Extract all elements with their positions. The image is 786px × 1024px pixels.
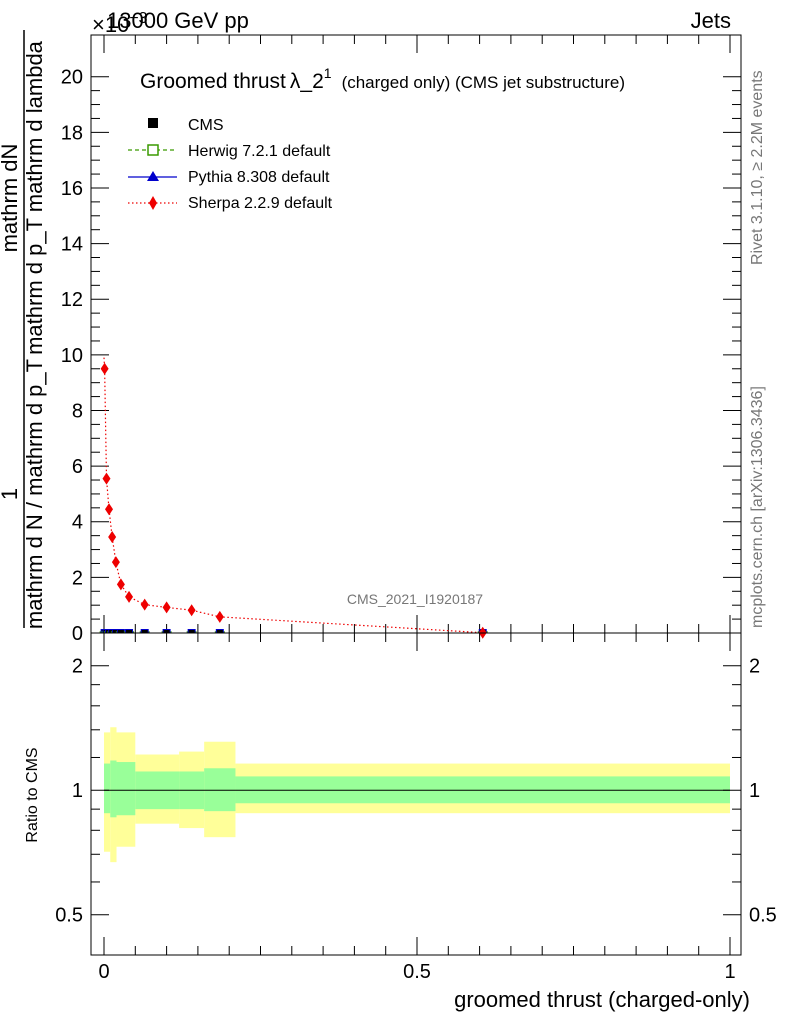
legend-herwig-marker xyxy=(147,144,159,156)
legend-entry-pythia: Pythia 8.308 default xyxy=(128,169,330,186)
sherpa-point xyxy=(162,601,171,614)
header-energy: 13000 GeV pp xyxy=(107,8,249,33)
ratio-xtick-label: 0.5 xyxy=(403,961,431,983)
main-ytick-label: 8 xyxy=(72,400,83,422)
legend-title: Groomed thrust λ_21 (charged only) (CMS je… xyxy=(140,65,625,93)
ratio-ytick-label-right: 2 xyxy=(749,656,760,678)
ratio-xtick-label: 0 xyxy=(98,961,109,983)
legend-sherpa-marker xyxy=(149,196,157,210)
ylabel-denominator: mathrm d p_T mathrm d lambda xyxy=(22,40,47,355)
legend-cms-marker xyxy=(148,118,158,128)
cms-point xyxy=(216,630,223,633)
main-ytick-label: 12 xyxy=(61,289,83,311)
cms-point xyxy=(117,630,124,633)
sherpa-point xyxy=(111,556,120,569)
ratio-inner-band xyxy=(116,762,136,816)
x-axis-label: groomed thrust (charged-only) xyxy=(454,987,750,1012)
ylabel-bottom: mathrm d N / mathrm d p_T xyxy=(22,359,47,629)
ratio-xtick-label: 1 xyxy=(724,961,735,983)
main-ytick-label: 18 xyxy=(61,122,83,144)
rivet-label: Rivet 3.1.10, ≥ 2.2M events xyxy=(749,70,766,265)
ratio-ytick-label-right: 0.5 xyxy=(749,905,777,927)
sherpa-point xyxy=(215,610,224,623)
cms-point xyxy=(126,630,133,633)
sherpa-point xyxy=(100,362,109,375)
header-jets: Jets xyxy=(691,8,731,33)
sherpa-point xyxy=(140,598,149,611)
cms-point xyxy=(188,630,195,633)
ratio-ytick-label: 0.5 xyxy=(55,905,83,927)
ratio-inner-band xyxy=(104,763,111,814)
sherpa-point xyxy=(105,503,114,516)
legend-pythia-marker xyxy=(147,171,159,181)
sherpa-point xyxy=(102,472,111,485)
legend-herwig-label: Herwig 7.2.1 default xyxy=(188,143,331,160)
legend-sherpa-label: Sherpa 2.2.9 default xyxy=(188,195,333,212)
ratio-ytick-label: 2 xyxy=(72,656,83,678)
main-ytick-label: 10 xyxy=(61,345,83,367)
ratio-ytick-label: 1 xyxy=(72,780,83,802)
sherpa-point xyxy=(116,578,125,591)
sherpa-point xyxy=(187,604,196,617)
main-ytick-label: 2 xyxy=(72,567,83,589)
sherpa-point xyxy=(108,531,117,544)
ratio-inner-band xyxy=(110,760,117,818)
ylabel-numerator: mathrm dN xyxy=(0,144,22,253)
main-ytick-label: 6 xyxy=(72,456,83,478)
ratio-frame xyxy=(90,632,742,956)
analysis-watermark: CMS_2021_I1920187 xyxy=(347,591,483,607)
legend: Groomed thrust λ_21 (charged only) (CMS je… xyxy=(128,65,625,212)
main-ytick-label: 4 xyxy=(72,512,83,534)
legend-entry-sherpa: Sherpa 2.2.9 default xyxy=(128,195,333,212)
ratio-ylabel: Ratio to CMS xyxy=(24,747,41,842)
legend-entry-cms: CMS xyxy=(148,117,224,134)
ratio-inner-band xyxy=(204,768,236,812)
cms-point xyxy=(163,630,170,633)
main-ticks: 0 2 4 6 8 10 12 14 16 18 20 xyxy=(61,35,741,645)
cms-point xyxy=(141,630,148,633)
legend-cms-label: CMS xyxy=(188,117,224,134)
ratio-panel: 0.5 0.5 1 1 2 2 0 0.5 1 xyxy=(55,632,777,983)
main-ytick-label: 14 xyxy=(61,234,83,256)
main-ytick-label: 16 xyxy=(61,178,83,200)
ratio-ytick-label-right: 1 xyxy=(749,780,760,802)
sherpa-point xyxy=(125,590,134,603)
main-panel: 0 2 4 6 8 10 12 14 16 18 20 xyxy=(61,34,742,645)
legend-pythia-label: Pythia 8.308 default xyxy=(188,169,330,186)
main-series xyxy=(99,357,488,639)
ylabel-one: 1 xyxy=(0,488,22,500)
main-ytick-label: 20 xyxy=(61,67,83,89)
ratio-ticks: 0.5 0.5 1 1 2 2 0 0.5 1 xyxy=(55,633,777,983)
mcplots-label: mcplots.cern.ch [arXiv:1306.3436] xyxy=(749,386,766,628)
cms-point xyxy=(112,630,119,633)
legend-entry-herwig: Herwig 7.2.1 default xyxy=(128,143,331,160)
header-exponent: ×10−3 xyxy=(92,10,148,37)
main-ytick-label: 0 xyxy=(72,623,83,645)
ratio-bands xyxy=(104,727,730,863)
